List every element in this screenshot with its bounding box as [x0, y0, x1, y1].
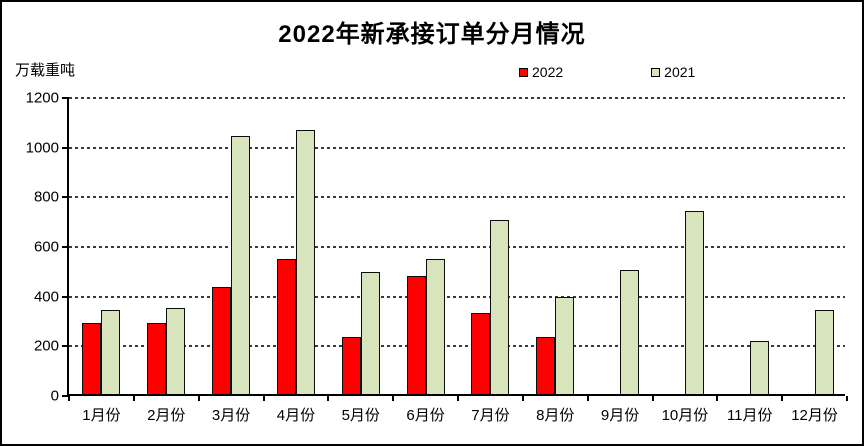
- gridline-200: [69, 345, 845, 348]
- bar-2021-11月份: [749, 340, 769, 394]
- y-tick-label-400: 400: [33, 288, 59, 306]
- gridline-400: [69, 295, 845, 298]
- x-tick-mark-11: [781, 396, 784, 401]
- bar-2022-5月份: [341, 336, 361, 394]
- x-tick-mark-1: [132, 396, 135, 401]
- legend: 2022 2021: [519, 64, 695, 80]
- y-tick-mark-1200: [62, 97, 69, 99]
- x-tick-mark-4: [327, 396, 330, 401]
- y-tick-mark-600: [62, 246, 69, 248]
- y-tick-label-800: 800: [33, 188, 59, 206]
- legend-item-2021: 2021: [651, 64, 695, 80]
- bar-2021-10月份: [684, 211, 704, 394]
- bar-2021-6月份: [425, 258, 445, 394]
- chart-title: 2022年新承接订单分月情况: [278, 21, 586, 48]
- legend-label-2022: 2022: [532, 64, 564, 80]
- bar-2021-2月份: [166, 308, 186, 394]
- x-tick-label-2月份: 2月份: [147, 407, 186, 424]
- gridline-1200: [69, 97, 845, 99]
- x-tick-mark-0: [68, 396, 70, 401]
- x-tick-mark-2: [197, 396, 200, 401]
- x-tick-mark-7: [521, 396, 524, 401]
- bar-2022-3月份: [212, 287, 232, 394]
- x-tick-mark-10: [716, 396, 719, 401]
- y-tick-mark-200: [62, 345, 69, 348]
- bar-2021-3月份: [231, 135, 251, 394]
- bar-2021-7月份: [490, 220, 510, 394]
- x-tick-label-5月份: 5月份: [341, 407, 380, 424]
- y-tick-mark-400: [62, 295, 69, 298]
- legend-marker-2021-icon: [651, 67, 661, 77]
- x-tick-mark-12: [846, 396, 848, 401]
- legend-label-2021: 2021: [664, 64, 696, 80]
- x-tick-label-7月份: 7月份: [471, 407, 510, 424]
- x-tick-mark-5: [392, 396, 395, 401]
- x-tick-mark-3: [262, 396, 265, 401]
- y-tick-mark-800: [62, 196, 69, 199]
- bar-2022-6月份: [406, 276, 426, 394]
- gridline-600: [69, 246, 845, 248]
- bar-2021-12月份: [814, 309, 834, 394]
- legend-marker-2022-icon: [519, 67, 528, 77]
- y-tick-label-600: 600: [33, 238, 59, 256]
- x-tick-label-9月份: 9月份: [600, 407, 640, 424]
- plot-area: 0 200 400 600 800 1000 1200 1月份 2月份 3月份 4月份 5月份 6月份 7…: [26, 90, 848, 424]
- y-tick-label-200: 200: [33, 337, 59, 355]
- x-tick-mark-6: [457, 396, 459, 401]
- x-tick-mark-8: [586, 396, 589, 401]
- x-tick-label-8月份: 8月份: [536, 407, 575, 424]
- bar-2022-1月份: [82, 323, 102, 394]
- x-tick-mark-9: [651, 396, 654, 401]
- y-tick-mark-0: [62, 395, 69, 397]
- bar-2022-7月份: [471, 313, 491, 394]
- bar-2021-5月份: [360, 272, 380, 394]
- bar-2022-2月份: [147, 323, 167, 394]
- y-tick-label-1000: 1000: [25, 139, 59, 157]
- x-tick-label-11月份: 11月份: [726, 407, 773, 424]
- y-axis-unit-label: 万载重吨: [15, 62, 76, 79]
- x-tick-label-6月份: 6月份: [406, 407, 445, 424]
- y-tick-label-0: 0: [50, 387, 59, 405]
- bar-2022-8月份: [536, 336, 556, 394]
- bar-2021-9月份: [620, 269, 640, 394]
- bar-2022-4月份: [276, 258, 296, 394]
- x-tick-label-4月份: 4月份: [276, 407, 316, 424]
- bar-2021-8月份: [555, 297, 575, 394]
- bar-2021-4月份: [295, 129, 315, 394]
- y-tick-label-1200: 1200: [25, 89, 59, 107]
- legend-item-2022: 2022: [519, 64, 563, 80]
- bar-2021-1月份: [101, 309, 121, 394]
- gridline-1000: [69, 146, 845, 149]
- gridline-800: [69, 196, 845, 199]
- y-tick-mark-1000: [62, 146, 69, 149]
- x-tick-label-12月份: 12月份: [791, 407, 838, 424]
- x-tick-label-1月份: 1月份: [82, 407, 121, 424]
- x-tick-label-10月份: 10月份: [661, 407, 709, 424]
- x-tick-label-3月份: 3月份: [211, 407, 251, 424]
